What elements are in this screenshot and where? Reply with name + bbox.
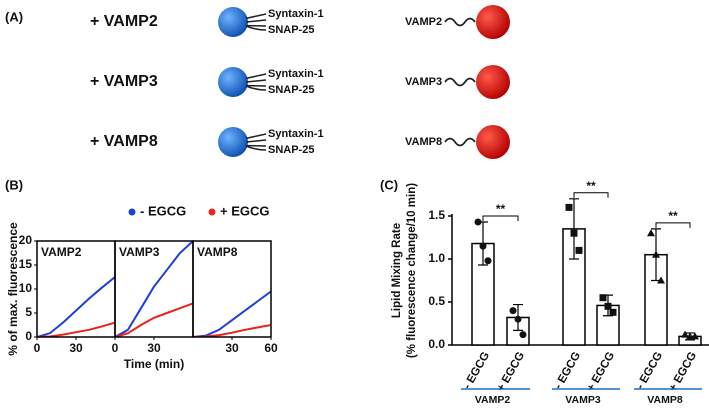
line-series <box>37 321 115 337</box>
t-snare: SNAP-25 <box>268 84 314 96</box>
significance-bracket <box>655 222 691 228</box>
snare-line <box>245 133 267 140</box>
line-series <box>37 276 115 337</box>
significance-label: ** <box>496 202 506 216</box>
v-snare-line <box>444 17 476 27</box>
v-vesicle <box>476 65 510 99</box>
line-series <box>115 241 193 337</box>
data-point <box>691 332 699 340</box>
vesicle-label: + VAMP8 <box>90 133 158 150</box>
x-tick-label: 0 <box>112 341 119 355</box>
v-vesicle <box>476 5 510 39</box>
data-point <box>609 308 617 316</box>
snare-line <box>245 79 267 83</box>
panel-title: VAMP2 <box>41 245 82 259</box>
group-label: VAMP2 <box>475 394 511 406</box>
y-tick-label: 0.5 <box>428 294 445 308</box>
data-point <box>514 315 522 323</box>
x-tick-label: 0 <box>34 341 41 355</box>
y-tick-label: 1.5 <box>428 208 445 222</box>
data-point <box>575 246 583 254</box>
data-point <box>519 331 527 339</box>
y-tick-label: 10 <box>19 281 33 295</box>
data-point <box>509 307 517 315</box>
t-snare: Syntaxin-1 <box>268 68 324 80</box>
y-axis-label: % of max. fluorescence <box>6 222 20 356</box>
group-label: VAMP8 <box>647 394 683 406</box>
y-tick-label: 0.0 <box>428 337 445 351</box>
t-snare: Syntaxin-1 <box>268 8 324 20</box>
legend-swatch <box>208 208 216 216</box>
significance-label: ** <box>586 179 596 193</box>
v-snare: VAMP3 <box>405 76 442 88</box>
t-snare: SNAP-25 <box>268 24 314 36</box>
y-tick-label: 5 <box>25 305 32 319</box>
x-tick-label: 30 <box>147 341 161 355</box>
data-point <box>479 242 487 250</box>
x-axis-label: Time (min) <box>124 357 184 371</box>
panel-label: (C) <box>380 177 398 192</box>
snare-line <box>245 25 267 31</box>
snare-line <box>245 85 267 91</box>
t-snare: Syntaxin-1 <box>268 128 324 140</box>
t-vesicle <box>218 67 248 97</box>
panel-label: (B) <box>5 177 23 192</box>
x-tick-label: 60 <box>264 341 278 355</box>
vesicle-label: + VAMP3 <box>90 73 158 90</box>
y-tick-label: 1.0 <box>428 251 445 265</box>
legend-label: + EGCG <box>220 203 270 218</box>
panel-title: VAMP8 <box>197 245 238 259</box>
data-point <box>474 218 482 226</box>
line-series <box>115 302 193 337</box>
x-tick-label: 30 <box>69 341 83 355</box>
t-snare: SNAP-25 <box>268 144 314 156</box>
legend-swatch <box>128 208 136 216</box>
data-point <box>570 229 578 237</box>
group-label: VAMP3 <box>565 394 601 406</box>
panel-title: VAMP3 <box>119 245 160 259</box>
data-point <box>604 302 612 310</box>
t-vesicle <box>218 7 248 37</box>
error-bar <box>569 198 579 260</box>
significance-bracket <box>573 192 609 198</box>
x-tick-label: + EGCG <box>495 350 527 394</box>
legend-label: - EGCG <box>140 203 186 218</box>
v-snare: VAMP8 <box>405 136 442 148</box>
data-point <box>484 257 492 265</box>
snare-line <box>245 139 267 143</box>
x-tick-label: - EGCG <box>552 350 583 391</box>
significance-bracket <box>482 215 519 222</box>
data-point <box>565 203 573 211</box>
data-point <box>657 276 665 284</box>
x-tick-label: + EGCG <box>585 350 617 394</box>
panel-label: (A) <box>5 9 23 24</box>
snare-line <box>245 73 267 80</box>
x-tick-label: + EGCG <box>667 350 699 394</box>
y-tick-label: 15 <box>19 257 33 271</box>
line-series <box>193 290 271 337</box>
snare-line <box>245 13 267 20</box>
data-point <box>652 250 660 258</box>
x-tick-label: - EGCG <box>634 350 665 391</box>
x-tick-label: - EGCG <box>461 350 492 391</box>
significance-label: ** <box>668 209 678 223</box>
snare-line <box>245 19 267 23</box>
v-snare-line <box>444 137 476 147</box>
y-tick-label: 20 <box>19 233 33 247</box>
v-snare: VAMP2 <box>405 16 442 28</box>
vesicle-label: + VAMP2 <box>90 13 158 30</box>
data-point <box>599 294 607 302</box>
v-vesicle <box>476 125 510 159</box>
data-point <box>647 229 655 237</box>
data-point <box>681 330 689 338</box>
t-vesicle <box>218 127 248 157</box>
v-snare-line <box>444 77 476 87</box>
y-axis-label: (% fluorescence change/10 min) <box>406 183 418 358</box>
y-tick-label: 0 <box>25 329 32 343</box>
snare-line <box>245 145 267 151</box>
x-tick-label: 30 <box>225 341 239 355</box>
y-axis-label: Lipid Mixing Rate <box>391 223 403 318</box>
